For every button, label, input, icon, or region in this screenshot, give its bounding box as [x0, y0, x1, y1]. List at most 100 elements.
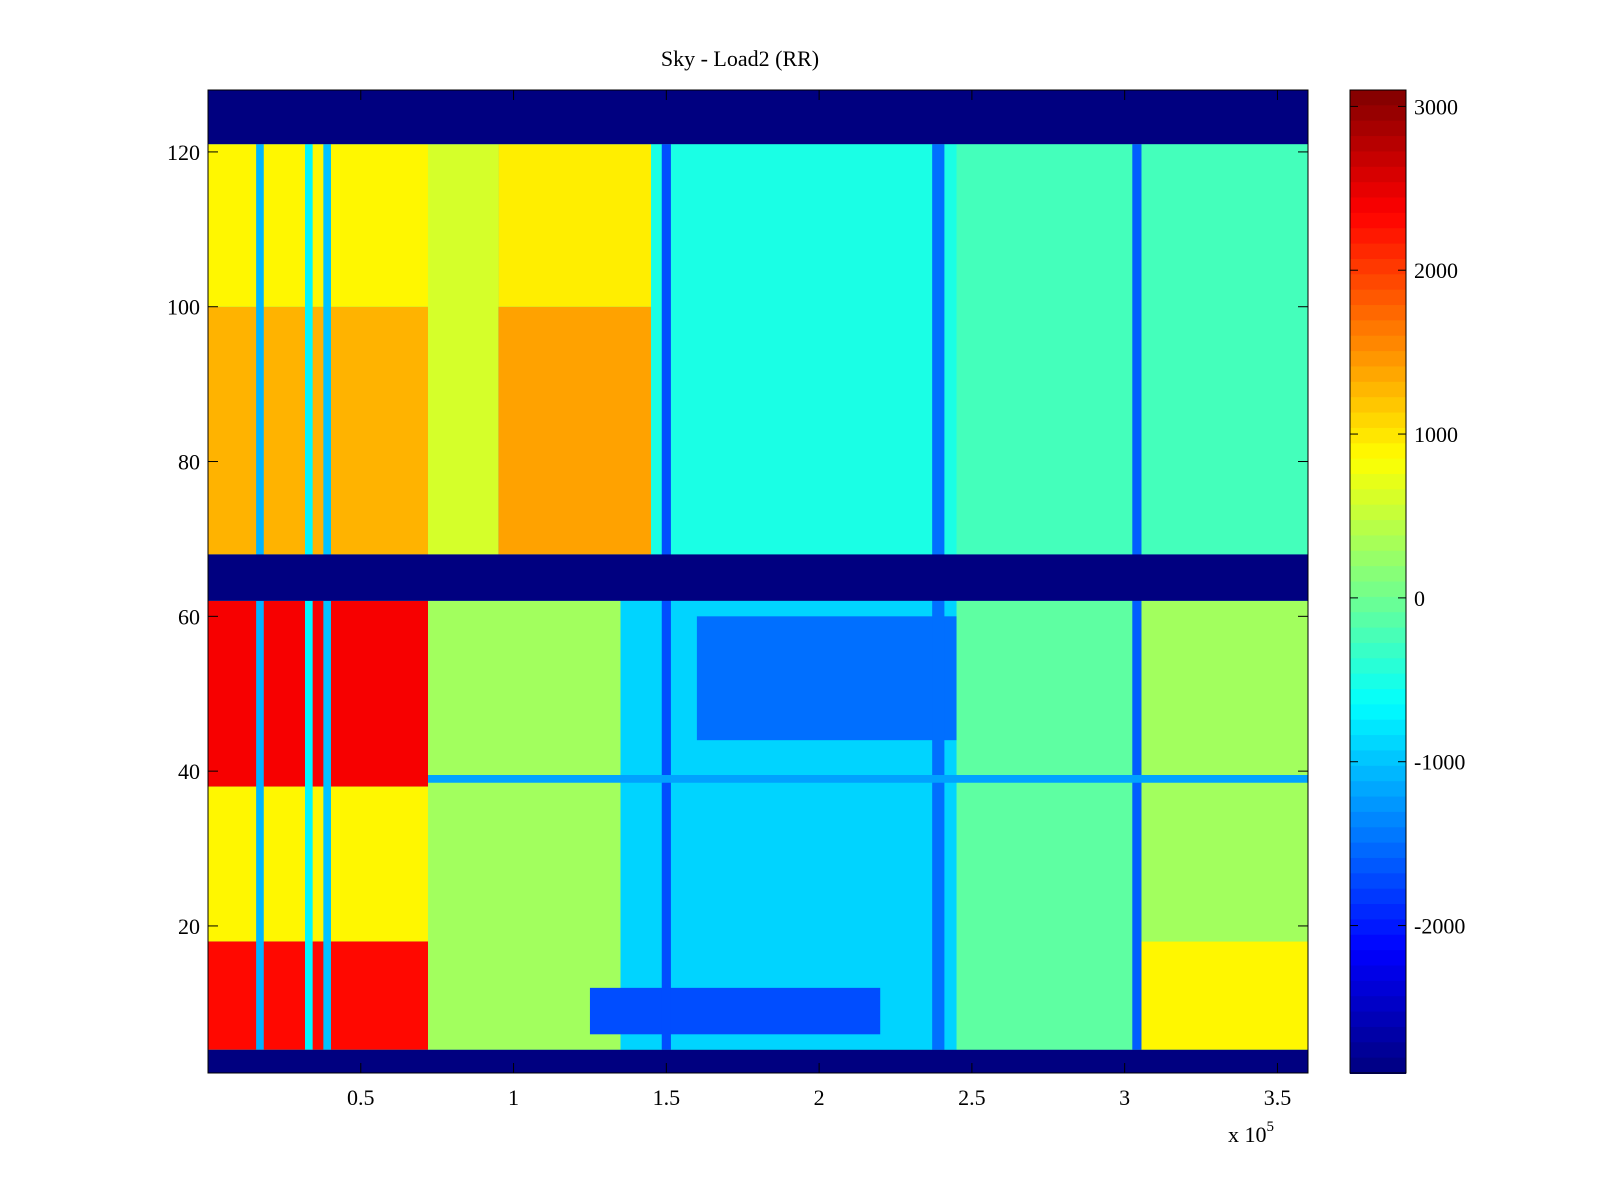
colorbar-segment [1350, 658, 1406, 675]
colorbar [1350, 90, 1406, 1074]
y-tick-label: 60 [178, 604, 200, 629]
heatmap-region [208, 941, 428, 1050]
colorbar-segment [1350, 566, 1406, 583]
heatmap-region [651, 144, 957, 555]
colorbar-segment [1350, 996, 1406, 1013]
colorbar-segment [1350, 596, 1406, 614]
colorbar-segment [1350, 90, 1406, 107]
colorbar-tick-label: 3000 [1414, 94, 1458, 119]
colorbar-segment [1350, 182, 1406, 199]
colorbar-segment [1350, 105, 1406, 122]
colorbar-segment [1350, 811, 1406, 829]
x-axis-multiplier: x 105 [1228, 1119, 1274, 1147]
colorbar-segment [1350, 627, 1406, 644]
colorbar-segment [1350, 765, 1406, 783]
colorbar-segment [1350, 397, 1406, 414]
colorbar-segment [1350, 842, 1406, 859]
heatmap-region [1139, 941, 1308, 1050]
heatmap-plot-area [208, 90, 1308, 1073]
heatmap-region [1139, 600, 1308, 942]
x-tick-label: 1 [508, 1085, 519, 1110]
colorbar-segment [1350, 351, 1406, 368]
y-tick-label: 80 [178, 450, 200, 475]
heatmap-masked-band [208, 554, 1308, 601]
colorbar-segment [1350, 458, 1406, 475]
colorbar-segment [1350, 381, 1406, 399]
heatmap-region [208, 144, 428, 307]
heatmap-masked-band [208, 90, 1308, 145]
colorbar-segment [1350, 535, 1406, 552]
x-tick-label: 3.5 [1264, 1085, 1292, 1110]
colorbar-segment [1350, 673, 1406, 691]
y-tick-label: 100 [167, 295, 200, 320]
heatmap-region [956, 600, 1140, 1050]
x-tick-label: 2.5 [958, 1085, 986, 1110]
colorbar-segment [1350, 735, 1406, 752]
colorbar-segment [1350, 166, 1406, 184]
colorbar-segment [1350, 366, 1406, 383]
colorbar-segment [1350, 289, 1406, 307]
colorbar-segment [1350, 827, 1406, 844]
colorbar-segment [1350, 919, 1406, 936]
colorbar-segment [1350, 857, 1406, 875]
colorbar-segment [1350, 781, 1406, 798]
y-axis: 20 40 60 80 100 120 [167, 140, 1308, 939]
heatmap-region [498, 144, 652, 307]
colorbar-segment [1350, 904, 1406, 921]
colorbar-segment [1350, 212, 1406, 230]
colorbar-segment [1350, 965, 1406, 982]
colorbar-segment [1350, 228, 1406, 245]
colorbar-segment [1350, 550, 1406, 568]
colorbar-tick-label: -2000 [1414, 914, 1465, 939]
heatmap-region [498, 306, 652, 555]
heatmap-region [589, 987, 881, 1035]
y-tick-label: 40 [178, 759, 200, 784]
heatmap-horizontal-stripe [428, 775, 1308, 783]
colorbar-segment [1350, 750, 1406, 767]
colorbar-tick-label: 2000 [1414, 258, 1458, 283]
colorbar-segment [1350, 1026, 1406, 1044]
colorbar-segment [1350, 950, 1406, 967]
colorbar-tick-label: 1000 [1414, 422, 1458, 447]
axes-frame [207, 89, 1309, 1074]
heatmap-region [428, 144, 499, 555]
colorbar-segment [1350, 243, 1406, 260]
x-tick-label: 1.5 [653, 1085, 681, 1110]
colorbar-segment [1350, 258, 1406, 276]
colorbar-segment [1350, 151, 1406, 168]
x-tick-label: 2 [814, 1085, 825, 1110]
colorbar-frame [1349, 89, 1407, 1074]
colorbar-segment [1350, 120, 1406, 138]
heatmap-region [696, 616, 957, 741]
colorbar-segment [1350, 719, 1406, 737]
colorbar-segment [1350, 642, 1406, 660]
colorbar-segment [1350, 581, 1406, 598]
chart-title: Sky - Load2 (RR) [661, 46, 819, 71]
colorbar-segment [1350, 305, 1406, 322]
colorbar-segment [1350, 873, 1406, 890]
colorbar-segment [1350, 796, 1406, 813]
heatmap-masked-band [208, 1049, 1308, 1073]
y-tick-label: 20 [178, 914, 200, 939]
colorbar-segment [1350, 504, 1406, 522]
colorbar-segment [1350, 520, 1406, 537]
colorbar-segment [1350, 197, 1406, 214]
colorbar-segment [1350, 274, 1406, 291]
colorbar-segment [1350, 489, 1406, 506]
colorbar-segment [1350, 320, 1406, 337]
colorbar-segment [1350, 1011, 1406, 1028]
heatmap-region [208, 786, 428, 942]
colorbar-tick-label: 0 [1414, 586, 1425, 611]
colorbar-segment [1350, 888, 1406, 906]
heatmap-region [208, 600, 428, 787]
colorbar-segment [1350, 136, 1406, 153]
colorbar-segment [1350, 1057, 1406, 1074]
colorbar-segment [1350, 443, 1406, 460]
colorbar-segment [1350, 412, 1406, 429]
heatmap-region [208, 306, 428, 555]
x-tick-label: 3 [1119, 1085, 1130, 1110]
x-tick-label: 0.5 [347, 1085, 375, 1110]
heatmap-region [428, 600, 621, 1050]
colorbar-segment [1350, 427, 1406, 445]
